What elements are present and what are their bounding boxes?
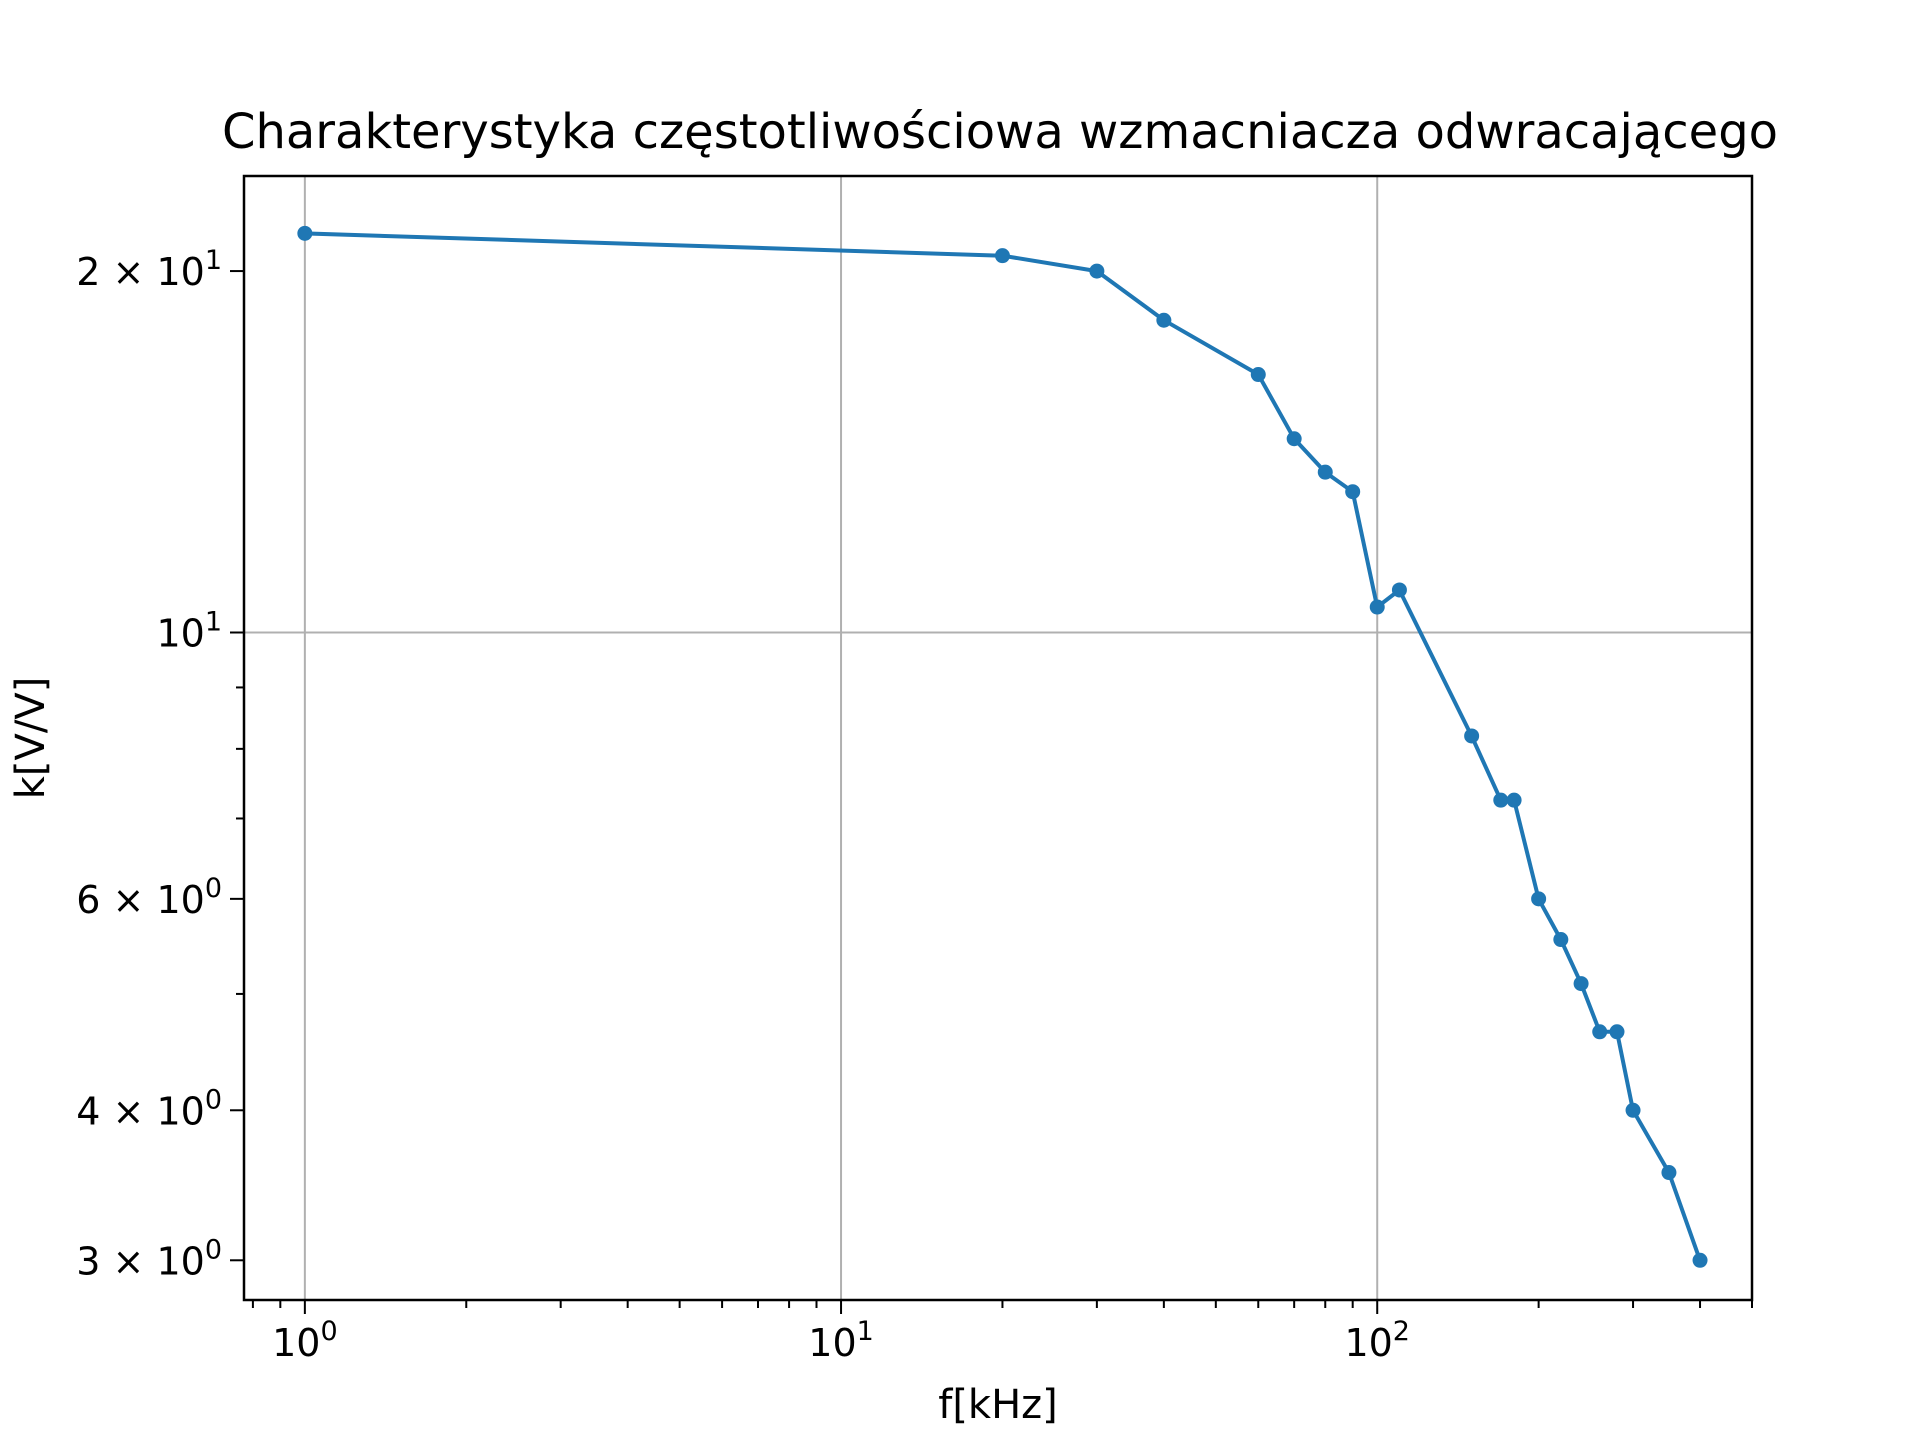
- data-point: [1609, 1024, 1625, 1040]
- data-point: [1286, 431, 1302, 447]
- data-point: [1317, 464, 1333, 480]
- data-point: [1553, 932, 1569, 948]
- data-point: [1661, 1165, 1677, 1181]
- data-point: [1592, 1024, 1608, 1040]
- y-tick-label: 6 × 100: [76, 873, 222, 922]
- axes-frame: [242, 174, 1754, 1302]
- data-point: [1089, 263, 1105, 279]
- data-point: [1156, 312, 1172, 328]
- y-tick-label: 3 × 100: [76, 1234, 222, 1283]
- major-ticks: [230, 270, 1379, 1314]
- data-point: [1493, 792, 1509, 808]
- data-point: [1345, 484, 1361, 500]
- y-tick-label: 101: [156, 606, 222, 655]
- minor-ticks: [236, 686, 1753, 1308]
- data-point: [1531, 891, 1547, 907]
- data-point: [1464, 728, 1480, 744]
- y-tick-label: 4 × 100: [76, 1084, 222, 1133]
- data-point: [1369, 599, 1385, 615]
- x-tick-label: 101: [808, 1316, 874, 1365]
- data-point: [1506, 792, 1522, 808]
- tick-labels: 100 101 102 2 × 101 101 6 × 100 4 × 100 3 × 100: [76, 245, 1410, 1365]
- data-point: [1573, 976, 1589, 992]
- data-point: [297, 225, 313, 241]
- data-point: [994, 248, 1010, 264]
- data-point: [1625, 1102, 1641, 1118]
- grid: [244, 176, 1752, 1300]
- data-point: [1391, 582, 1407, 598]
- x-tick-label: 102: [1344, 1316, 1410, 1365]
- y-axis-label: k[V/V]: [8, 677, 54, 800]
- y-tick-label: 2 × 101: [76, 245, 222, 294]
- x-axis-label: f[kHz]: [938, 1382, 1058, 1428]
- data-point: [1692, 1252, 1708, 1268]
- x-tick-label: 100: [272, 1316, 338, 1365]
- series-layer: [297, 225, 1708, 1268]
- chart-title: Charakterystyka częstotliwościowa wzmacn…: [222, 104, 1778, 160]
- data-point: [1250, 367, 1266, 383]
